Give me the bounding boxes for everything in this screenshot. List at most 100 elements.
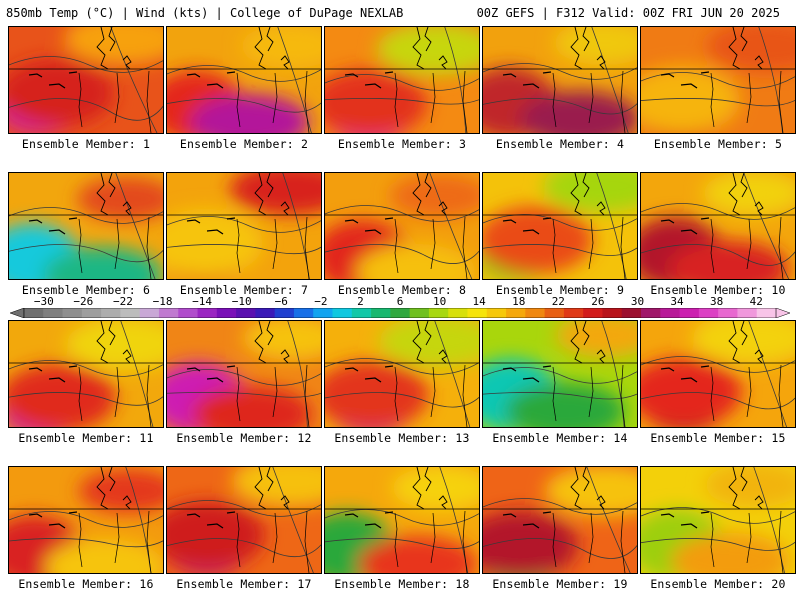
ensemble-member-panel: Ensemble Member: 12	[166, 320, 322, 454]
temperature-anomaly-area	[66, 321, 163, 370]
map-plot	[325, 27, 479, 133]
colorbar-scale	[10, 308, 790, 318]
temperature-anomaly-area	[641, 358, 742, 426]
map-plot	[167, 321, 321, 427]
temperature-anomaly-area	[230, 173, 321, 215]
colorbar-segment	[332, 308, 353, 318]
ensemble-member-label: Ensemble Member: 17	[176, 577, 312, 591]
colorbar-segment	[698, 308, 719, 318]
temperature-map	[166, 466, 322, 574]
ensemble-member-panel: Ensemble Member: 9	[482, 172, 638, 306]
colorbar-segment	[448, 308, 468, 318]
map-plot	[325, 173, 479, 279]
colorbar-segment	[371, 308, 391, 318]
ensemble-member-panel: Ensemble Member: 17	[166, 466, 322, 600]
temperature-map	[8, 26, 164, 134]
colorbar-segment	[81, 308, 102, 318]
colorbar-tick-label: −18	[152, 295, 173, 308]
colorbar-segment	[197, 308, 218, 318]
temperature-anomaly-area	[505, 383, 625, 427]
header: 850mb Temp (°C) | Wind (kts) | College o…	[0, 0, 800, 24]
temperature-map	[482, 26, 638, 134]
map-plot	[483, 27, 637, 133]
map-plot	[167, 173, 321, 279]
temperature-anomaly-area	[9, 364, 116, 427]
temperature-anomaly-area	[377, 27, 479, 75]
ensemble-member-label: Ensemble Member: 11	[18, 431, 154, 445]
colorbar-segment	[216, 308, 237, 318]
ensemble-member-panel: Ensemble Member: 3	[324, 26, 480, 160]
colorbar-segment	[621, 308, 642, 318]
ensemble-member-panel: Ensemble Member: 13	[324, 320, 480, 454]
colorbar-segment	[525, 308, 546, 318]
temperature-map	[640, 320, 796, 428]
temperature-map	[640, 172, 796, 280]
colorbar-segment	[313, 308, 333, 318]
temperature-anomaly-area	[45, 539, 163, 573]
temperature-anomaly-area	[669, 241, 789, 279]
colorbar-tick-label: 38	[710, 295, 724, 308]
colorbar-segment	[274, 308, 295, 318]
colorbar-segment	[506, 308, 526, 318]
temperature-map	[640, 466, 796, 574]
temperature-anomaly-area	[9, 59, 114, 127]
ensemble-member-label: Ensemble Member: 13	[334, 431, 470, 445]
colorbar-segment	[467, 308, 488, 318]
colorbar-segment	[178, 308, 198, 318]
ensemble-member-label: Ensemble Member: 14	[492, 431, 628, 445]
colorbar-tick-label: 18	[512, 295, 526, 308]
map-plot	[9, 173, 163, 279]
temperature-anomaly-area	[554, 27, 637, 65]
temperature-anomaly-area	[520, 91, 637, 133]
colorbar-segment	[718, 308, 738, 318]
ensemble-member-label: Ensemble Member: 9	[495, 283, 625, 297]
ensemble-member-panel: Ensemble Member: 2	[166, 26, 322, 160]
ensemble-member-panel: Ensemble Member: 20	[640, 466, 796, 600]
ensemble-member-panel: Ensemble Member: 8	[324, 172, 480, 306]
temperature-anomaly-area	[43, 247, 163, 279]
colorbar-max-arrow	[775, 308, 790, 318]
colorbar-tick-label: −22	[113, 295, 133, 308]
temperature-anomaly-area	[167, 209, 263, 277]
ensemble-member-panel: Ensemble Member: 10	[640, 172, 796, 306]
temperature-map	[324, 26, 480, 134]
ensemble-member-label: Ensemble Member: 4	[495, 137, 625, 151]
map-plot	[641, 27, 795, 133]
colorbar-segment	[236, 308, 256, 318]
temperature-anomaly-area	[556, 321, 637, 357]
temperature-map	[482, 320, 638, 428]
temperature-anomaly-area	[392, 467, 479, 510]
colorbar-segment	[602, 308, 623, 318]
colorbar-segment	[62, 308, 83, 318]
colorbar-tick-label: 30	[630, 295, 645, 308]
colorbar-segment	[139, 308, 160, 318]
colorbar-segment	[583, 308, 603, 318]
ensemble-member-label: Ensemble Member: 1	[21, 137, 151, 151]
map-plot	[167, 27, 321, 133]
temperature-anomaly-area	[703, 173, 795, 215]
temperature-anomaly-area	[356, 244, 476, 279]
temperature-anomaly-area	[325, 69, 427, 133]
temperature-anomaly-area	[641, 66, 740, 133]
temperature-anomaly-area	[325, 361, 429, 427]
temperature-map	[8, 466, 164, 574]
colorbar-segment	[660, 308, 680, 318]
colorbar-tick-label: −26	[73, 295, 94, 308]
temperature-anomaly-area	[190, 94, 310, 133]
ensemble-member-label: Ensemble Member: 18	[334, 577, 470, 591]
temperature-map	[8, 320, 164, 428]
temperature-anomaly-area	[167, 501, 265, 569]
ensemble-member-panel: Ensemble Member: 14	[482, 320, 638, 454]
temperature-anomaly-area	[705, 467, 795, 507]
map-plot	[641, 467, 795, 573]
colorbar-segment	[351, 308, 372, 318]
temperature-anomaly-area	[707, 27, 795, 72]
temperature-anomaly-area	[232, 467, 321, 507]
colorbar-segment	[409, 308, 430, 318]
colorbar-segment	[563, 308, 584, 318]
product-title: 850mb Temp (°C) | Wind (kts) | College o…	[6, 6, 404, 20]
colorbar-tick-label: 34	[670, 295, 684, 308]
colorbar-segment	[756, 308, 777, 318]
ensemble-member-panel: Ensemble Member: 15	[640, 320, 796, 454]
run-valid-time: 00Z GEFS | F312 Valid: 00Z FRI JUN 20 20…	[476, 6, 780, 20]
